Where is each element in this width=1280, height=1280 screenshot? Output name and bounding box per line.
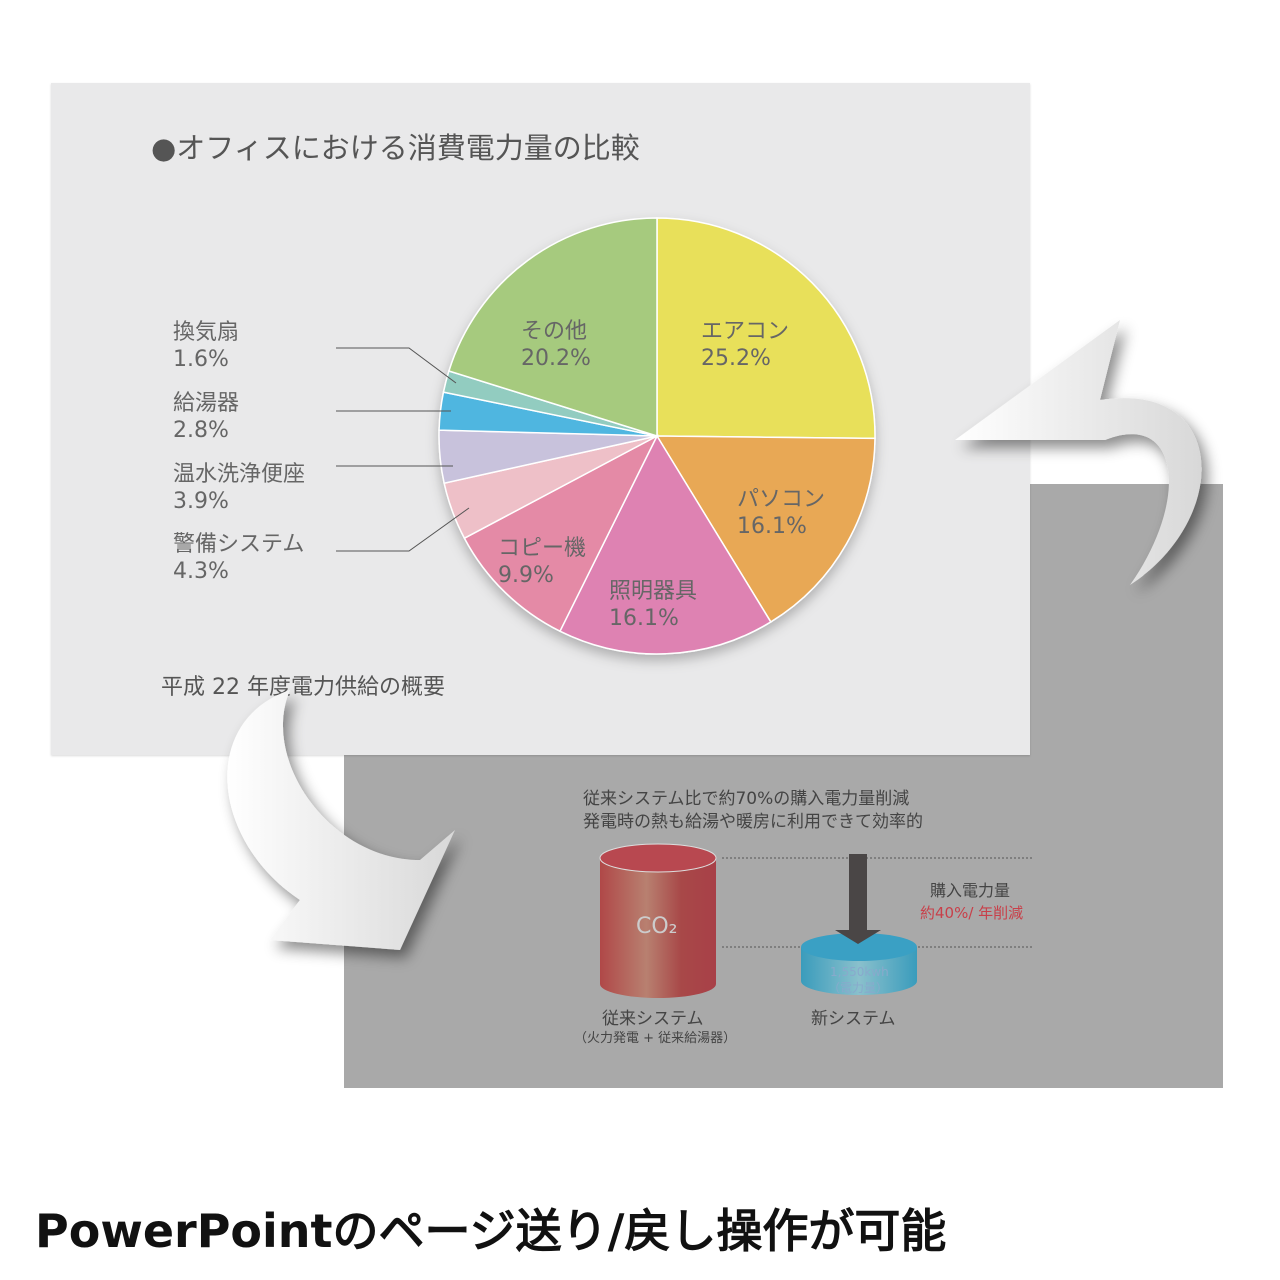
slice-value: 2.8% xyxy=(173,418,229,443)
slice-label: 給湯器 2.8% xyxy=(173,390,239,444)
slice-label: 温水洗浄便座 3.9% xyxy=(173,461,305,515)
slice-name: 警備システム xyxy=(173,532,305,557)
slice-name: その他 xyxy=(521,319,588,344)
slice-name: パソコン xyxy=(737,487,826,512)
pie-slice xyxy=(463,434,659,633)
old-system-label: 従来システム xyxy=(602,1009,704,1029)
slice-value: 20.2% xyxy=(521,346,591,371)
back-line1: 従来システム比で約70%の購入電力量削減 xyxy=(583,789,910,809)
slice-label: 照明器具 16.1% xyxy=(609,578,697,632)
slice-name: 温水洗浄便座 xyxy=(173,462,306,487)
slice-value: 1.6% xyxy=(173,347,229,372)
down-arrow-icon xyxy=(835,854,881,944)
pie-slice xyxy=(558,434,772,655)
old-system-cylinder xyxy=(600,858,716,998)
old-system-sub: （火力発電 + 従来給湯器） xyxy=(574,1031,737,1046)
new-value-sub: （電力量） xyxy=(828,981,889,995)
caption: PowerPointのページ送り/戻し操作が可能 xyxy=(35,1204,947,1258)
slice-label: エアコン 25.2% xyxy=(701,318,789,372)
slice-label: パソコン 16.1% xyxy=(737,486,825,540)
pie-slice xyxy=(447,217,658,438)
footnote: 平成 22 年度電力供給の概要 xyxy=(161,675,445,700)
slice-name: 給湯器 xyxy=(173,391,240,416)
chart-title: ●オフィスにおける消費電力量の比較 xyxy=(151,131,640,165)
new-value: 1,550kwh xyxy=(830,965,889,979)
pie-chart xyxy=(336,217,876,655)
slice-label: その他 20.2% xyxy=(521,318,591,372)
leader-line xyxy=(336,507,470,552)
reduction-label: 約40%/ 年削減 xyxy=(920,904,1024,922)
slice-name: エアコン xyxy=(701,319,790,344)
pie-slice xyxy=(656,217,876,440)
leader-line xyxy=(336,347,457,384)
slice-value: 3.9% xyxy=(173,489,229,514)
slice-label: 換気扇 1.6% xyxy=(173,319,239,373)
slice-value: 16.1% xyxy=(737,514,807,539)
purchase-label: 購入電力量 xyxy=(930,881,1011,900)
pie-slice xyxy=(655,435,876,623)
co2-label: CO₂ xyxy=(636,914,678,939)
slice-name: 換気扇 xyxy=(173,320,240,345)
slice-name: 照明器具 xyxy=(609,579,698,604)
cylinder-diagram xyxy=(599,843,1034,998)
slice-value: 9.9% xyxy=(498,563,554,588)
new-system-label: 新システム xyxy=(811,1009,896,1029)
back-line2: 発電時の熱も給湯や暖房に利用できて効率的 xyxy=(583,812,923,832)
slice-label: コピー機 9.9% xyxy=(498,535,586,589)
slice-name: コピー機 xyxy=(498,536,587,561)
slice-value: 25.2% xyxy=(701,346,771,371)
slice-value: 16.1% xyxy=(609,606,679,631)
front-slide: ●オフィスにおける消費電力量の比較 エアコン 25.2% パソコン 16.1% 照明器具… xyxy=(51,83,1030,755)
slice-label: 警備システム 4.3% xyxy=(173,531,304,585)
slice-value: 4.3% xyxy=(173,559,229,584)
